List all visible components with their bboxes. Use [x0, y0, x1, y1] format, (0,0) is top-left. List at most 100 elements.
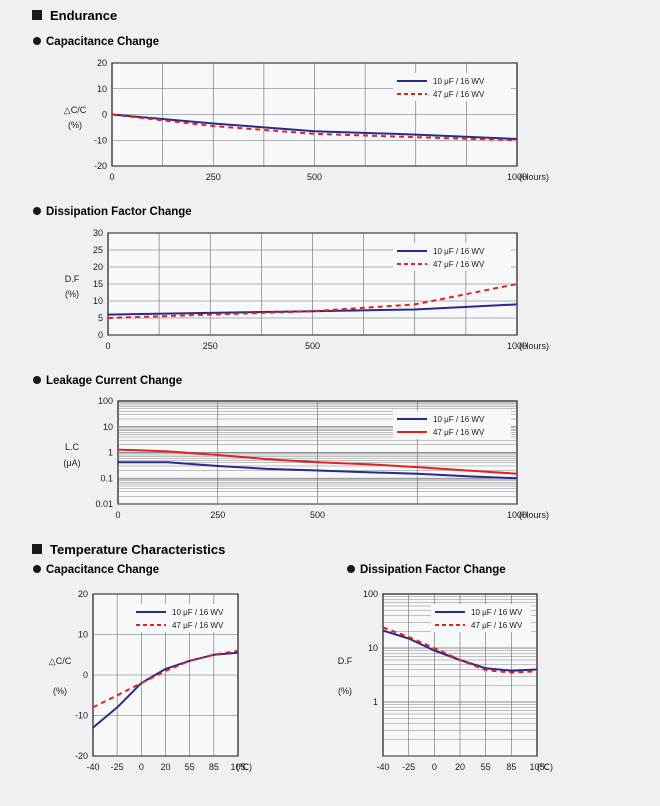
x-tick-label: -25: [402, 762, 415, 772]
y-tick-label: 15: [93, 279, 103, 289]
x-tick-label: 0: [109, 172, 114, 182]
y-axis-label: △C/C: [64, 105, 87, 115]
x-tick-label: 105: [230, 762, 245, 772]
y-axis-label: L.C: [65, 442, 80, 452]
x-tick-label: 500: [305, 341, 320, 351]
x-tick-label: 250: [203, 341, 218, 351]
legend-box: [132, 604, 232, 632]
x-tick-label: 105: [529, 762, 544, 772]
y-tick-label: 0: [83, 670, 88, 680]
chart-title-endurance-capacitance: Capacitance Change: [46, 36, 159, 48]
y-tick-label: -10: [94, 135, 107, 145]
y-tick-label: 1: [373, 697, 378, 707]
y-tick-label: 20: [93, 262, 103, 272]
chart-title-endurance-leakage: Leakage Current Change: [46, 375, 182, 387]
y-axis-label: △C/C: [49, 656, 72, 666]
series-line-2: [111, 113, 518, 142]
legend-label-1: 10 μF / 16 WV: [471, 608, 523, 617]
bullet-icon: [347, 565, 355, 573]
series-line-2: [382, 626, 538, 674]
x-tick-label: 0: [115, 510, 120, 520]
legend-label-2: 47 μF / 16 WV: [433, 260, 485, 269]
x-tick-label: 0: [105, 341, 110, 351]
x-unit-label: (Hours): [519, 341, 549, 351]
legend-box: [393, 411, 511, 439]
y-tick-label: -20: [94, 161, 107, 171]
x-tick-label: 85: [209, 762, 219, 772]
x-unit-label: (℃): [236, 762, 252, 772]
legend-label-1: 10 μF / 16 WV: [433, 77, 485, 86]
legend-label-2: 47 μF / 16 WV: [433, 428, 485, 437]
x-tick-label: -40: [376, 762, 389, 772]
series-line-1: [92, 651, 239, 729]
x-tick-label: 1000: [507, 341, 527, 351]
y-tick-label: 0.01: [95, 499, 113, 509]
x-tick-label: -40: [86, 762, 99, 772]
bullet-icon: [33, 376, 41, 384]
y-tick-label: 100: [98, 396, 113, 406]
x-tick-label: 20: [455, 762, 465, 772]
section-marker-square: [32, 10, 42, 20]
y-tick-label: 10: [103, 422, 113, 432]
y-tick-label: 1: [108, 448, 113, 458]
section-marker-square: [32, 544, 42, 554]
y-tick-label: 0: [102, 110, 107, 120]
series-line-2: [92, 649, 239, 709]
legend-label-2: 47 μF / 16 WV: [172, 621, 224, 630]
chart-title-temperature-capacitance: Capacitance Change: [46, 564, 159, 576]
chart-title-temperature-df: Dissipation Factor Change: [360, 564, 506, 576]
y-tick-label: 0: [98, 330, 103, 340]
y-tick-label: 10: [78, 630, 88, 640]
series-line-1: [107, 303, 518, 316]
x-tick-label: 500: [307, 172, 322, 182]
y-tick-label: 10: [93, 296, 103, 306]
x-tick-label: 0: [432, 762, 437, 772]
series-line-1: [118, 461, 518, 480]
y-tick-label: -20: [75, 751, 88, 761]
x-unit-label: (Hours): [519, 172, 549, 182]
section-title-temperature: Temperature Characteristics: [50, 542, 225, 557]
legend-box: [393, 73, 511, 101]
series-line-2: [117, 448, 518, 475]
x-tick-label: 250: [206, 172, 221, 182]
x-tick-label: 250: [210, 510, 225, 520]
x-tick-label: 1000: [507, 510, 527, 520]
y-axis-unit-label: (%): [68, 120, 82, 130]
y-axis-unit-label: (%): [65, 289, 79, 299]
section-title-endurance: Endurance: [50, 8, 117, 23]
x-unit-label: (Hours): [519, 510, 549, 520]
y-tick-label: 10: [97, 84, 107, 94]
y-tick-label: 0.1: [100, 473, 113, 483]
legend-label-1: 10 μF / 16 WV: [433, 415, 485, 424]
y-axis-unit-label: (μA): [63, 458, 80, 468]
x-tick-label: 55: [185, 762, 195, 772]
y-tick-label: 20: [78, 589, 88, 599]
y-tick-label: 5: [98, 313, 103, 323]
bullet-icon: [33, 37, 41, 45]
bullet-icon: [33, 207, 41, 215]
x-tick-label: -25: [111, 762, 124, 772]
x-tick-label: 0: [139, 762, 144, 772]
x-tick-label: 1000: [507, 172, 527, 182]
chart-title-endurance-df: Dissipation Factor Change: [46, 206, 192, 218]
x-tick-label: 500: [310, 510, 325, 520]
y-tick-label: 20: [97, 58, 107, 68]
legend-box: [393, 243, 511, 271]
y-axis-unit-label: (%): [53, 686, 67, 696]
y-tick-label: -10: [75, 711, 88, 721]
x-tick-label: 85: [506, 762, 516, 772]
y-axis-label: D.F: [65, 274, 80, 284]
bullet-icon: [33, 565, 41, 573]
legend-label-2: 47 μF / 16 WV: [433, 90, 485, 99]
x-tick-label: 20: [160, 762, 170, 772]
y-axis-unit-label: (%): [338, 686, 352, 696]
y-tick-label: 30: [93, 228, 103, 238]
y-tick-label: 100: [363, 589, 378, 599]
y-tick-label: 10: [368, 643, 378, 653]
legend-label-2: 47 μF / 16 WV: [471, 621, 523, 630]
series-line-1: [111, 113, 518, 140]
x-tick-label: 55: [481, 762, 491, 772]
legend-box: [431, 604, 531, 632]
